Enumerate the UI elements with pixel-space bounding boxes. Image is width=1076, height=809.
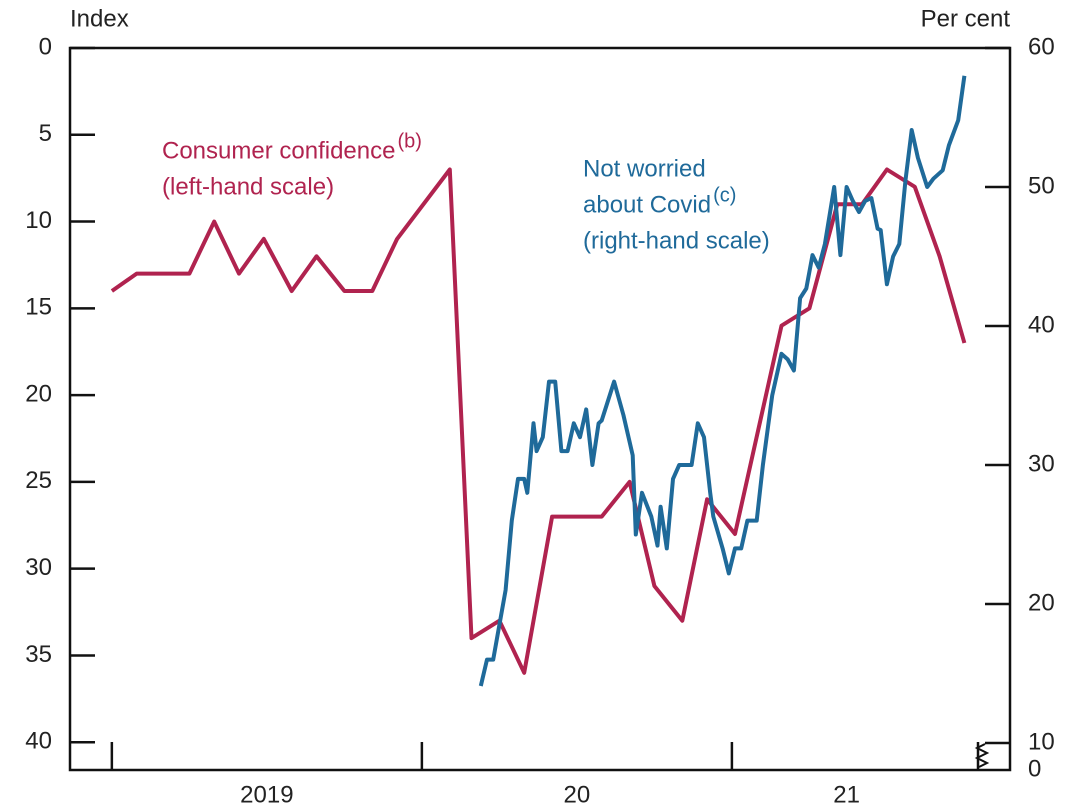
x-label: 21 xyxy=(833,781,860,808)
note-ref: (c) xyxy=(713,184,736,206)
y-tick-label: 30 xyxy=(25,554,52,581)
plot-frame xyxy=(68,46,1012,772)
axis-break xyxy=(974,743,990,768)
y2-tick-label: 60 xyxy=(1028,33,1055,60)
y-tick-label: 5 xyxy=(39,120,52,147)
x-label: 2019 xyxy=(240,781,293,808)
y-tick-label: 10 xyxy=(25,207,52,234)
y-tick-label: 15 xyxy=(25,294,52,321)
x-label: 20 xyxy=(564,781,591,808)
series-line xyxy=(110,167,967,675)
y2-unit-label: Per cent xyxy=(921,5,1011,32)
series-label: Not worried xyxy=(583,155,706,182)
y2-break-label: 0 xyxy=(1028,755,1041,782)
y-unit-label: Index xyxy=(70,5,129,32)
series-line xyxy=(478,75,967,687)
y2-tick-label: 30 xyxy=(1028,450,1055,477)
y-tick-label: 35 xyxy=(25,641,52,668)
y2-tick-label: 40 xyxy=(1028,311,1055,338)
y-tick-label: 0 xyxy=(39,33,52,60)
series-label: (left-hand scale) xyxy=(162,173,334,200)
y2-tick-label: 20 xyxy=(1028,589,1055,616)
y-tick-label: 25 xyxy=(25,467,52,494)
note-ref: (b) xyxy=(397,130,421,152)
y-tick-label: 40 xyxy=(25,728,52,755)
y2-tick-label: 50 xyxy=(1028,172,1055,199)
y-tick-label: 20 xyxy=(25,380,52,407)
series-label: about Covid xyxy=(583,191,711,218)
series-label: Consumer confidence xyxy=(162,137,395,164)
y2-tick-label: 10 xyxy=(1028,728,1055,755)
series-label: (right-hand scale) xyxy=(583,227,770,254)
